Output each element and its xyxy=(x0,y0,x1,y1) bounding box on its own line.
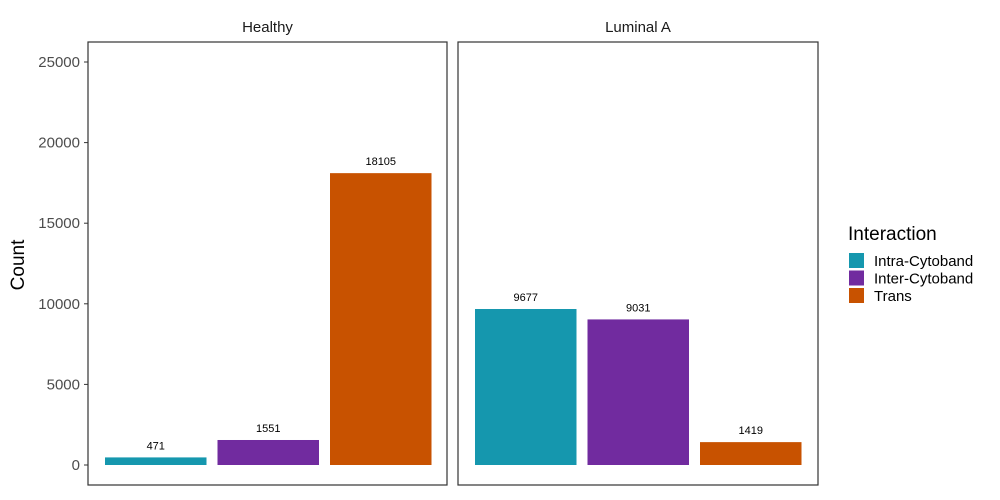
legend-label: Inter-Cytoband xyxy=(874,271,973,288)
legend-title: Interaction xyxy=(848,224,937,245)
bar-value-label: 471 xyxy=(147,440,165,452)
panel-border xyxy=(87,41,448,486)
bar-value-label: 1419 xyxy=(739,425,763,437)
legend-swatch xyxy=(849,288,864,303)
y-tick-label: 25000 xyxy=(38,54,80,71)
y-tick-label: 5000 xyxy=(47,376,80,393)
bar-inter-cytoband xyxy=(217,439,319,465)
bar-trans xyxy=(330,173,432,465)
y-tick-label: 0 xyxy=(72,457,80,474)
y-tick-label: 20000 xyxy=(38,135,80,152)
legend-swatch xyxy=(849,253,864,268)
bar-inter-cytoband xyxy=(587,319,689,465)
facet-title: Healthy xyxy=(242,19,293,36)
legend-swatch xyxy=(849,270,864,286)
y-tick-label: 10000 xyxy=(38,296,80,313)
facet-title: Luminal A xyxy=(605,19,671,36)
bar-value-label: 1551 xyxy=(256,423,280,435)
bar-trans xyxy=(700,442,802,465)
y-tick-label: 15000 xyxy=(38,215,80,232)
bar-intra-cytoband xyxy=(105,457,207,465)
legend-label: Trans xyxy=(874,288,912,305)
legend-label: Intra-Cytoband xyxy=(874,253,973,270)
panel-border xyxy=(457,41,819,486)
bar-value-label: 9677 xyxy=(514,292,538,304)
bar-value-label: 18105 xyxy=(365,156,396,168)
bar-intra-cytoband xyxy=(475,309,577,465)
y-axis-title: Count xyxy=(8,239,29,290)
bar-value-label: 9031 xyxy=(626,302,650,314)
